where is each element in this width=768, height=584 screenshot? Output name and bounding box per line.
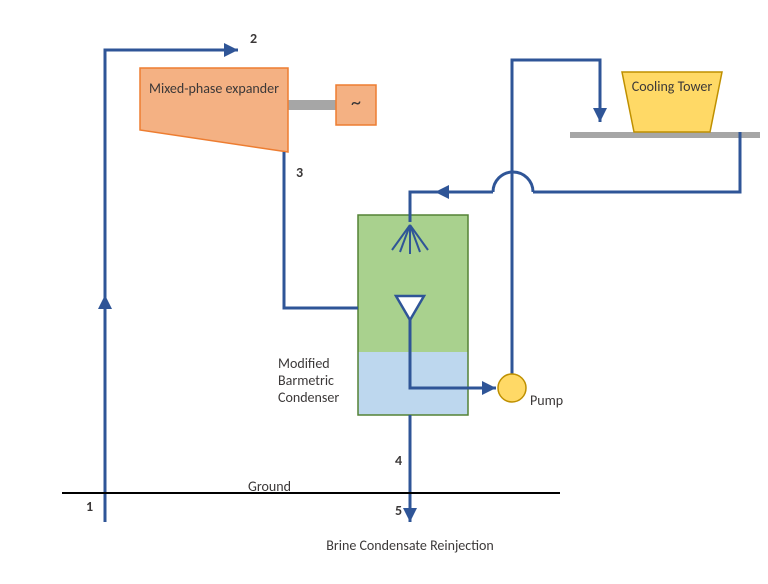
condenser-label: Modified Barmetric Condenser: [278, 355, 363, 406]
condenser-liquid: [358, 352, 468, 415]
expander-label: Mixed-phase expander: [149, 80, 279, 97]
pump: [498, 374, 526, 402]
point-3: 3: [296, 164, 496, 181]
generator-label: ~: [336, 91, 376, 115]
diagram-canvas: Mixed-phase expander ~ Cooling Tower Modifi…: [0, 0, 768, 584]
point-1: 1: [86, 498, 286, 515]
point-5: 5: [395, 502, 595, 519]
cooling-tower-label: Cooling Tower: [627, 78, 717, 95]
reinjection-label: Brine Condensate Reinjection: [300, 537, 520, 554]
pump-label: Pump: [530, 392, 730, 409]
point-4: 4: [395, 452, 595, 469]
point-2: 2: [250, 30, 450, 47]
shaft: [288, 100, 336, 110]
cooling-tower-base: [570, 132, 760, 138]
edge-tower-return: [533, 132, 740, 192]
ground-label: Ground: [248, 478, 448, 495]
